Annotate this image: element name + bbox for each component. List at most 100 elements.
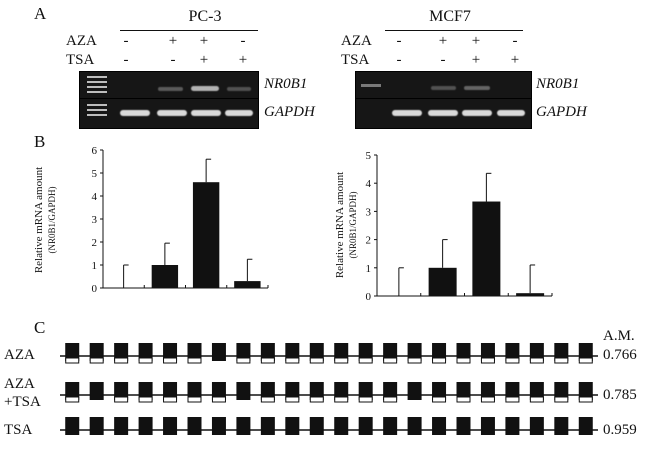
panel-c-label: C [34, 318, 46, 337]
sign: + [168, 33, 178, 49]
sign: + [471, 52, 481, 68]
cpg-unmethylated-part [163, 357, 178, 364]
cpg-unmethylated-part [138, 357, 153, 364]
gene-label-nr0b1: NR0B1 [536, 76, 580, 92]
cpg-methylated-box [260, 417, 275, 435]
treatment-label-aza: AZA [66, 33, 97, 49]
gene-label-gapdh: GAPDH [264, 104, 315, 120]
cpg-methylated-box [407, 417, 422, 435]
cpg-unmethylated-part [89, 357, 104, 364]
cpg-unmethylated-part [383, 396, 398, 403]
am-header: A.M. [603, 328, 635, 344]
cpg-unmethylated-part [456, 396, 471, 403]
cpg-methylated-box [456, 417, 471, 435]
cpg-unmethylated-part [529, 396, 544, 403]
bar [192, 182, 220, 288]
cpg-unmethylated-part [505, 357, 520, 364]
cpg-unmethylated-part [407, 357, 422, 364]
cpg-unmethylated-part [334, 357, 349, 364]
treatment-label-aza: AZA [341, 33, 372, 49]
cpg-methylated-box [309, 417, 324, 435]
cpg-unmethylated-part [309, 396, 324, 403]
y-tick-label: 2 [92, 237, 98, 249]
sign: - [512, 33, 518, 49]
cpg-methylated-box [432, 417, 447, 435]
cpg-unmethylated-part [480, 357, 495, 364]
cpg-unmethylated-part [480, 396, 495, 403]
am-value: 0.766 [603, 347, 637, 363]
methylation-row-label-line: +TSA [4, 394, 41, 410]
cpg-methylated-box [114, 417, 129, 435]
y-tick-label: 5 [92, 168, 98, 180]
am-value: 0.959 [603, 422, 637, 438]
cpg-methylated-box [334, 417, 349, 435]
y-tick-label: 4 [92, 191, 98, 203]
cpg-unmethylated-part [358, 396, 373, 403]
cpg-methylated-box [554, 417, 569, 435]
cpg-methylated-box [65, 417, 80, 435]
cpg-unmethylated-part [211, 396, 226, 403]
cpg-unmethylated-part [456, 357, 471, 364]
sign: - [396, 52, 402, 68]
cpg-unmethylated-part [578, 357, 593, 364]
y-tick-label: 1 [92, 260, 98, 272]
cell-line-label: MCF7 [429, 8, 471, 25]
sign: - [123, 33, 129, 49]
cell-line-label: PC-3 [188, 8, 222, 25]
cpg-unmethylated-part [334, 396, 349, 403]
gel-image-nr0b1 [79, 71, 259, 101]
cpg-unmethylated-part [285, 396, 300, 403]
cpg-unmethylated-part [358, 357, 373, 364]
cpg-methylated-box [211, 417, 226, 435]
cpg-methylated-box [480, 417, 495, 435]
cpg-unmethylated-part [65, 396, 80, 403]
methylation-row-label-line: AZA [4, 376, 35, 392]
cpg-unmethylated-part [383, 357, 398, 364]
cpg-unmethylated-part [260, 357, 275, 364]
cpg-methylated-box [211, 343, 226, 361]
cpg-methylated-box [383, 417, 398, 435]
cpg-methylated-box [236, 382, 251, 400]
cpg-unmethylated-part [432, 357, 447, 364]
sign: + [238, 52, 248, 68]
sign: + [199, 52, 209, 68]
cpg-unmethylated-part [163, 396, 178, 403]
sign: - [240, 33, 246, 49]
cell-line-underline [385, 30, 523, 31]
treatment-label-tsa: TSA [341, 52, 370, 68]
sign: + [510, 52, 520, 68]
sign: + [438, 33, 448, 49]
cpg-unmethylated-part [260, 396, 275, 403]
gene-label-gapdh: GAPDH [536, 104, 587, 120]
methylation-row-label: AZA +TSA [4, 375, 41, 411]
cpg-methylated-box [89, 382, 104, 400]
cpg-unmethylated-part [505, 396, 520, 403]
cpg-methylated-box [89, 417, 104, 435]
cpg-unmethylated-part [187, 357, 202, 364]
methylation-row-label: TSA [4, 422, 33, 438]
cpg-unmethylated-part [309, 357, 324, 364]
cpg-methylated-box [505, 417, 520, 435]
bar [151, 265, 179, 288]
y-tick-label: 3 [92, 214, 98, 226]
cpg-unmethylated-part [529, 357, 544, 364]
am-value: 0.785 [603, 387, 637, 403]
cpg-unmethylated-part [554, 357, 569, 364]
panel-b-label: B [34, 132, 46, 151]
cpg-unmethylated-part [138, 396, 153, 403]
cpg-unmethylated-part [432, 396, 447, 403]
cpg-methylated-box [138, 417, 153, 435]
cpg-methylated-box [407, 382, 422, 400]
cpg-methylated-box [578, 417, 593, 435]
cpg-methylated-box [236, 417, 251, 435]
cpg-unmethylated-part [114, 357, 129, 364]
sign: - [170, 52, 176, 68]
sign: - [123, 52, 129, 68]
sign: - [440, 52, 446, 68]
cpg-unmethylated-part [65, 357, 80, 364]
cpg-unmethylated-part [114, 396, 129, 403]
cpg-methylated-box [529, 417, 544, 435]
gel-image-gapdh [355, 98, 532, 129]
